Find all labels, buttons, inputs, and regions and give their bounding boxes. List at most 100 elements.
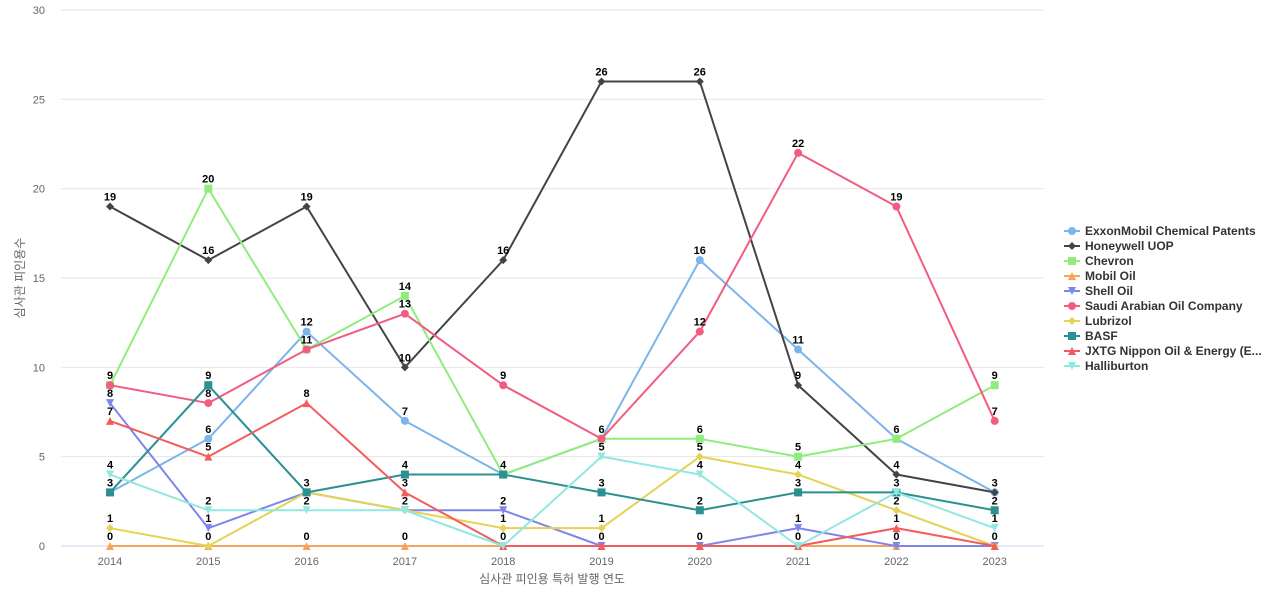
data-label: 0 xyxy=(402,531,408,543)
data-label: 2 xyxy=(205,495,211,507)
series-line xyxy=(109,384,995,512)
data-point xyxy=(302,506,311,515)
legend-marker xyxy=(1068,302,1076,310)
data-label: 7 xyxy=(402,406,408,418)
data-label: 8 xyxy=(304,388,310,400)
data-point xyxy=(695,506,704,515)
x-tick-label: 2017 xyxy=(393,556,417,568)
data-point xyxy=(794,470,803,479)
data-label: 16 xyxy=(497,245,509,257)
data-point xyxy=(597,524,606,533)
data-label: 3 xyxy=(598,477,604,489)
y-tick-label: 10 xyxy=(33,362,45,374)
data-labels: 1998743102016986521019121183201413107432… xyxy=(104,66,998,543)
data-label: 14 xyxy=(399,281,412,293)
data-point xyxy=(892,470,901,479)
data-point xyxy=(204,506,213,515)
legend-item: Chevron xyxy=(1064,254,1134,268)
x-tick-label: 2023 xyxy=(982,556,1006,568)
data-label: 1 xyxy=(795,513,801,525)
data-point xyxy=(892,202,901,211)
data-point xyxy=(499,524,508,533)
data-point xyxy=(400,506,409,515)
data-point xyxy=(106,524,114,533)
data-point xyxy=(499,256,508,265)
x-tick-label: 2020 xyxy=(688,556,712,568)
data-point xyxy=(204,399,213,408)
data-label: 11 xyxy=(301,334,313,346)
data-point xyxy=(990,488,999,497)
legend-label: Mobil Oil xyxy=(1085,269,1136,283)
data-label: 0 xyxy=(795,531,801,543)
data-label: 8 xyxy=(107,388,113,400)
data-label: 2 xyxy=(893,495,899,507)
data-label: 0 xyxy=(893,531,899,543)
data-label: 20 xyxy=(202,174,214,186)
data-point xyxy=(400,363,409,372)
legend-label: JXTG Nippon Oil & Energy (E... xyxy=(1085,344,1262,358)
data-label: 4 xyxy=(107,460,114,472)
data-label: 5 xyxy=(697,442,703,454)
data-label: 0 xyxy=(500,531,506,543)
series-line xyxy=(109,80,995,494)
data-label: 11 xyxy=(792,334,804,346)
data-point xyxy=(695,256,704,265)
legend-item: Honeywell UOP xyxy=(1064,239,1174,253)
data-point xyxy=(892,542,901,550)
data-label: 9 xyxy=(795,370,801,382)
data-point xyxy=(794,381,803,390)
data-label: 19 xyxy=(300,192,312,204)
legend-label: Lubrizol xyxy=(1085,314,1132,328)
y-tick-label: 5 xyxy=(39,452,45,464)
data-label: 26 xyxy=(694,66,706,78)
series xyxy=(106,184,999,479)
data-label: 6 xyxy=(205,424,211,436)
legend-label: Honeywell UOP xyxy=(1085,239,1174,253)
grid-lines xyxy=(61,9,1044,547)
data-label: 7 xyxy=(992,406,998,418)
data-point xyxy=(302,327,311,336)
x-tick-label: 2014 xyxy=(98,556,122,568)
data-label: 4 xyxy=(500,460,507,472)
data-point xyxy=(794,345,803,354)
data-point xyxy=(892,488,901,497)
data-label: 1 xyxy=(107,513,113,525)
x-tick-label: 2015 xyxy=(196,556,220,568)
data-point xyxy=(794,452,803,461)
series xyxy=(106,399,999,550)
data-label: 3 xyxy=(402,477,408,489)
x-tick-label: 2018 xyxy=(491,556,515,568)
legend-label: Shell Oil xyxy=(1085,284,1133,298)
data-point xyxy=(106,416,114,425)
data-point xyxy=(499,381,508,390)
data-label: 22 xyxy=(792,138,804,150)
data-point xyxy=(990,542,999,550)
legend-marker xyxy=(1068,227,1076,235)
data-label: 9 xyxy=(107,370,113,382)
y-axis-title: 심사관 피인용수 xyxy=(13,238,27,319)
data-label: 2 xyxy=(500,495,506,507)
data-point xyxy=(499,506,508,515)
data-point xyxy=(695,327,704,336)
data-point xyxy=(400,542,409,550)
series-line xyxy=(109,455,996,547)
data-point xyxy=(204,542,213,550)
series-line xyxy=(109,187,996,476)
x-tick-label: 2019 xyxy=(589,556,613,568)
y-tick-label: 25 xyxy=(33,94,45,106)
data-label: 0 xyxy=(205,531,211,543)
legend-item: Shell Oil xyxy=(1064,284,1133,298)
data-point xyxy=(794,488,803,497)
data-label: 10 xyxy=(399,352,411,364)
x-axis-title: 심사관 피인용 특허 발행 연도 xyxy=(479,571,625,586)
data-label: 9 xyxy=(205,370,211,382)
legend-item: Saudi Arabian Oil Company xyxy=(1064,299,1243,313)
data-label: 16 xyxy=(202,245,214,257)
data-label: 4 xyxy=(697,460,704,472)
data-point xyxy=(794,524,803,533)
x-tick-label: 2016 xyxy=(294,556,318,568)
data-point xyxy=(204,524,213,533)
legend-marker xyxy=(1068,347,1076,355)
data-point xyxy=(106,381,114,390)
data-label: 4 xyxy=(795,460,802,472)
